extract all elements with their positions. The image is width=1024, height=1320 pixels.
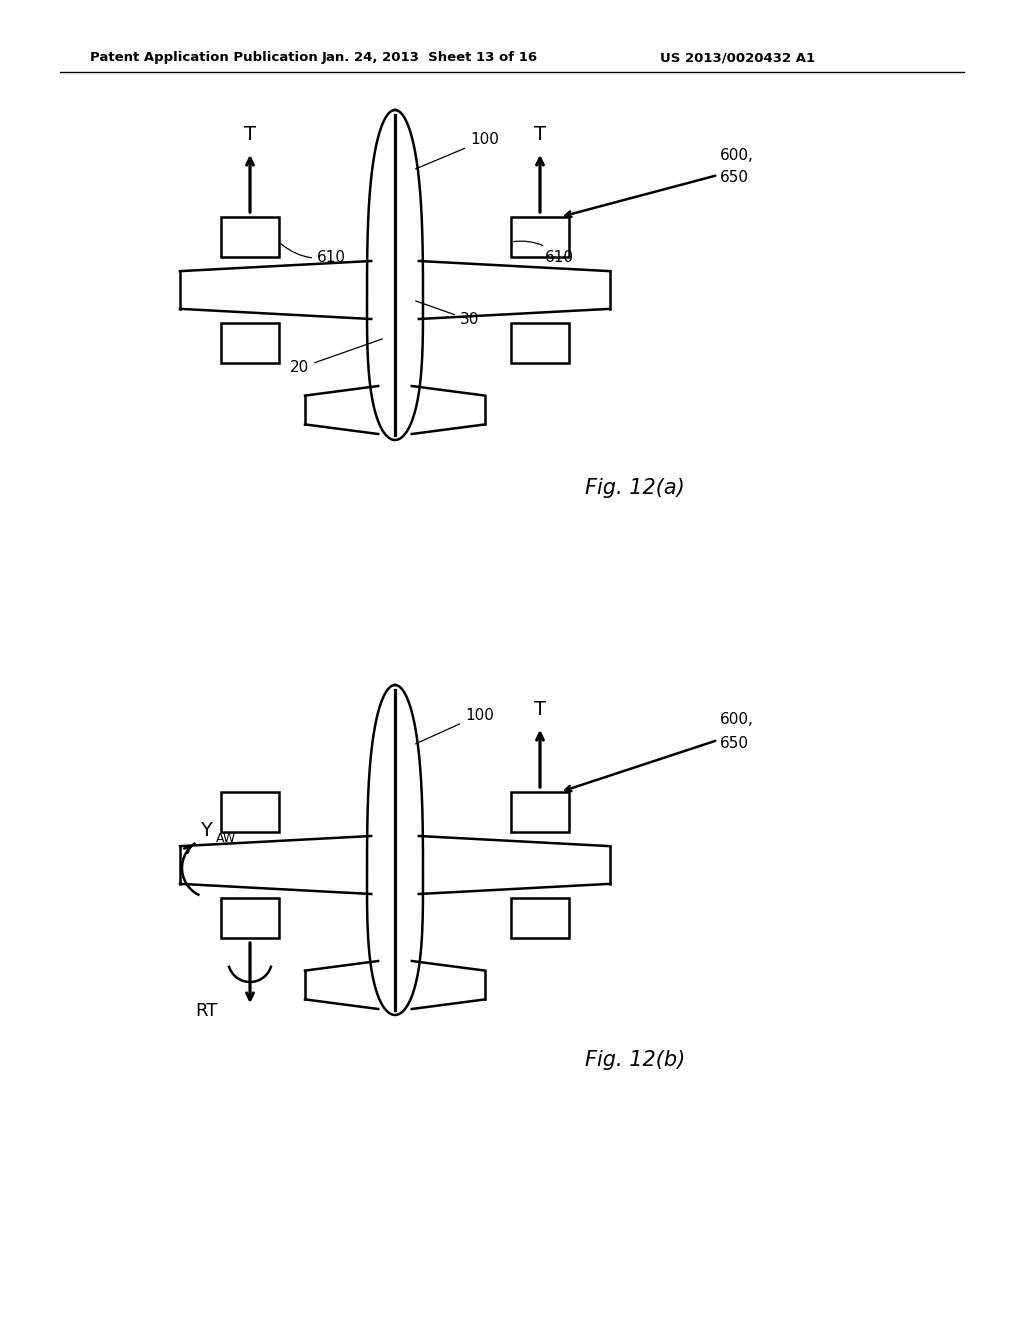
Text: AW: AW (216, 832, 237, 845)
Text: 650: 650 (720, 170, 749, 186)
Text: Fig. 12(a): Fig. 12(a) (585, 478, 685, 498)
Bar (221, 792, 279, 832)
Text: T: T (534, 700, 546, 719)
Text: Y: Y (200, 821, 212, 840)
Text: 610: 610 (514, 242, 574, 264)
Text: T: T (534, 125, 546, 144)
Bar (511, 898, 569, 939)
Text: 600,: 600, (720, 148, 754, 162)
Text: 610: 610 (281, 244, 346, 264)
Text: 100: 100 (416, 132, 499, 169)
Text: 30: 30 (416, 301, 479, 327)
Text: 650: 650 (720, 735, 749, 751)
Text: 20: 20 (290, 339, 382, 375)
Bar (221, 216, 279, 257)
Text: T: T (244, 125, 256, 144)
Text: US 2013/0020432 A1: US 2013/0020432 A1 (660, 51, 815, 65)
Bar (221, 898, 279, 939)
Text: 100: 100 (416, 708, 494, 744)
Bar (511, 323, 569, 363)
Bar (221, 323, 279, 363)
Text: RT: RT (195, 1002, 217, 1020)
Text: Jan. 24, 2013  Sheet 13 of 16: Jan. 24, 2013 Sheet 13 of 16 (322, 51, 538, 65)
Text: 600,: 600, (720, 713, 754, 727)
Text: Patent Application Publication: Patent Application Publication (90, 51, 317, 65)
Bar (511, 792, 569, 832)
Text: Fig. 12(b): Fig. 12(b) (585, 1049, 685, 1071)
Bar (511, 216, 569, 257)
